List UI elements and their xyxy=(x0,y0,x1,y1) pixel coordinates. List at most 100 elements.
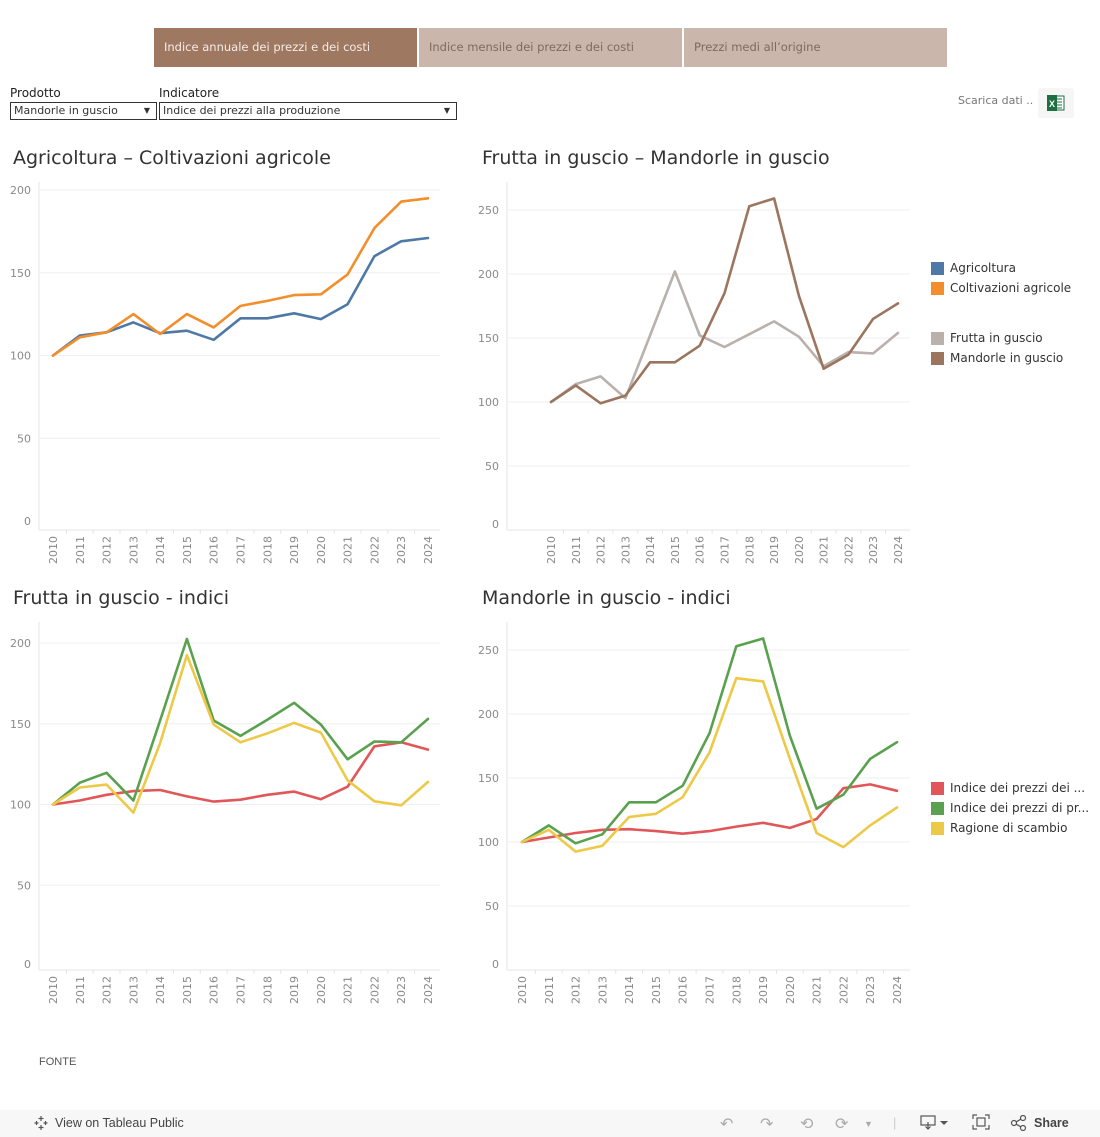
tableau-logo-icon xyxy=(34,1116,48,1130)
tab-prezzi-medi[interactable]: Prezzi medi all’origine xyxy=(684,28,947,67)
fonte-label[interactable]: FONTE xyxy=(39,1056,77,1068)
y-tick-label: 150 xyxy=(478,332,499,345)
x-tick-label: 2024 xyxy=(892,536,905,564)
tab-indice-mensile[interactable]: Indice mensile dei prezzi e dei costi xyxy=(419,28,682,67)
x-tick-label: 2021 xyxy=(811,976,824,1004)
x-tick-label: 2022 xyxy=(837,976,850,1004)
x-tick-label: 2022 xyxy=(368,976,381,1004)
download-icon[interactable] xyxy=(920,1114,948,1135)
indicatore-select[interactable]: Indice dei prezzi alla produzione ▼ xyxy=(159,102,457,120)
x-tick-label: 2021 xyxy=(818,536,831,564)
x-tick-label: 2010 xyxy=(47,536,60,564)
x-tick-label: 2024 xyxy=(422,976,435,1004)
legend-swatch xyxy=(931,801,944,815)
x-tick-label: 2017 xyxy=(719,536,732,564)
y-tick-label: 50 xyxy=(485,460,499,473)
series-line-agricoltura xyxy=(51,236,430,357)
x-tick-label: 2015 xyxy=(650,976,663,1004)
legend-label: Coltivazioni agricole xyxy=(950,281,1072,295)
y-tick-label: 200 xyxy=(478,708,499,721)
revert-icon[interactable]: ⟲ xyxy=(800,1116,814,1133)
x-tick-label: 2016 xyxy=(208,536,221,564)
y-tick-label: 150 xyxy=(10,718,31,731)
chevron-down-icon: ▼ xyxy=(143,106,150,115)
legend-item-agricoltura[interactable]: Agricoltura xyxy=(931,258,1071,278)
fullscreen-icon[interactable] xyxy=(972,1114,990,1135)
x-tick-label: 2023 xyxy=(395,536,408,564)
series-line-ragione-di-scambio xyxy=(51,653,430,814)
x-tick-label: 2010 xyxy=(545,536,558,564)
y-tick-label: 0 xyxy=(492,518,499,531)
x-tick-label: 2023 xyxy=(395,976,408,1004)
dashboard-nav: Indice annuale dei prezzi e dei costi In… xyxy=(154,28,947,67)
x-tick-label: 2014 xyxy=(154,976,167,1004)
series-line-indice-dei-prezzi-di-pr xyxy=(520,637,899,845)
tab-indice-annuale[interactable]: Indice annuale dei prezzi e dei costi xyxy=(154,28,417,67)
undo-icon[interactable]: ↶ xyxy=(720,1116,734,1133)
legend-label: Frutta in guscio xyxy=(950,331,1043,345)
share-button[interactable]: Share xyxy=(1010,1115,1069,1131)
x-tick-label: 2012 xyxy=(101,536,114,564)
y-tick-label: 100 xyxy=(10,799,31,812)
view-on-tableau-label: View on Tableau Public xyxy=(55,1116,184,1130)
x-tick-label: 2021 xyxy=(342,976,355,1004)
x-tick-label: 2020 xyxy=(793,536,806,564)
legend-swatch xyxy=(931,781,944,795)
x-tick-label: 2023 xyxy=(864,976,877,1004)
y-tick-label: 100 xyxy=(478,836,499,849)
x-tick-label: 2017 xyxy=(704,976,717,1004)
legend-item-coltivazioni[interactable]: Coltivazioni agricole xyxy=(931,278,1071,298)
legend-spacer xyxy=(931,298,1071,328)
legend-top: Agricoltura Coltivazioni agricole Frutta… xyxy=(931,258,1071,368)
y-tick-label: 200 xyxy=(10,184,31,197)
refresh-dropdown-icon[interactable]: ▼ xyxy=(864,1119,873,1129)
legend-label: Indice dei prezzi di pr... xyxy=(950,801,1090,815)
y-tick-label: 150 xyxy=(10,267,31,280)
x-tick-label: 2024 xyxy=(422,536,435,564)
chart-title-agricoltura: Agricoltura – Coltivazioni agricole xyxy=(13,147,331,169)
x-tick-label: 2012 xyxy=(570,976,583,1004)
y-tick-label: 250 xyxy=(478,644,499,657)
y-tick-label: 150 xyxy=(478,772,499,785)
share-icon xyxy=(1010,1115,1027,1131)
x-tick-label: 2022 xyxy=(842,536,855,564)
x-tick-label: 2011 xyxy=(570,536,583,564)
x-tick-label: 2015 xyxy=(181,976,194,1004)
legend-item-indice-mezzi[interactable]: Indice dei prezzi dei ... xyxy=(931,778,1089,798)
excel-download-button[interactable]: X xyxy=(1038,88,1074,118)
series-line-frutta-in-guscio xyxy=(549,270,900,404)
redo-icon[interactable]: ↷ xyxy=(760,1116,774,1133)
x-tick-label: 2014 xyxy=(623,976,636,1004)
view-on-tableau-link[interactable]: View on Tableau Public xyxy=(33,1115,184,1131)
series-line-indice-dei-prezzi-dei xyxy=(520,783,899,844)
legend-item-frutta[interactable]: Frutta in guscio xyxy=(931,328,1071,348)
x-tick-label: 2014 xyxy=(154,536,167,564)
x-tick-label: 2016 xyxy=(208,976,221,1004)
y-tick-label: 200 xyxy=(478,268,499,281)
filter-indicatore-label: Indicatore xyxy=(159,86,220,100)
y-tick-label: 250 xyxy=(478,204,499,217)
x-tick-label: 2017 xyxy=(235,536,248,564)
x-tick-label: 2019 xyxy=(288,536,301,564)
x-tick-label: 2018 xyxy=(261,976,274,1004)
y-tick-label: 100 xyxy=(10,350,31,363)
series-line-ragione-di-scambio xyxy=(520,676,899,853)
refresh-icon[interactable]: ⟳ xyxy=(835,1116,849,1133)
legend-label: Mandorle in guscio xyxy=(950,351,1064,365)
series-line-indice-dei-prezzi-di-pr xyxy=(51,637,430,806)
x-tick-label: 2020 xyxy=(784,976,797,1004)
legend-item-mandorle[interactable]: Mandorle in guscio xyxy=(931,348,1071,368)
legend-item-indice-produzione[interactable]: Indice dei prezzi di pr... xyxy=(931,798,1089,818)
x-tick-label: 2015 xyxy=(669,536,682,564)
x-tick-label: 2017 xyxy=(235,976,248,1004)
x-tick-label: 2013 xyxy=(596,976,609,1004)
prodotto-select[interactable]: Mandorle in guscio ▼ xyxy=(10,102,157,120)
x-tick-label: 2019 xyxy=(757,976,770,1004)
share-label: Share xyxy=(1034,1116,1069,1130)
y-tick-label: 50 xyxy=(17,879,31,892)
legend-label: Ragione di scambio xyxy=(950,821,1068,835)
tableau-toolbar: View on Tableau Public ↶ ↷ ⟲ ⟳ ▼ | Share xyxy=(0,1110,1100,1137)
legend-item-ragione-scambio[interactable]: Ragione di scambio xyxy=(931,818,1089,838)
toolbar-divider: | xyxy=(893,1115,897,1130)
chart-title-frutta-indici: Frutta in guscio - indici xyxy=(13,587,230,609)
